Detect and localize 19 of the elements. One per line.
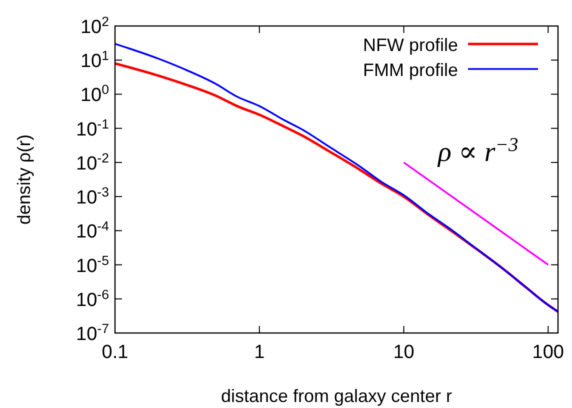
x-axis-title: distance from galaxy center r	[220, 386, 452, 406]
x-tick-label: 1	[254, 342, 265, 363]
y-tick-label: 10$^{-6}$	[76, 286, 109, 311]
annotation: ρ ∝ r$^{−3}$	[437, 134, 519, 168]
x-tick-label: 100	[532, 342, 564, 363]
y-tick-label: 10$^{0}$	[80, 82, 109, 106]
y-tick-label: 10$^{-2}$	[76, 150, 109, 174]
y-axis-title: density ρ(r)	[14, 134, 34, 225]
y-tick-label: 10$^{2}$	[80, 14, 109, 38]
legend-label: FMM profile	[362, 60, 458, 80]
y-tick-label: 10$^{1}$	[80, 48, 109, 72]
x-tick-label: 0.1	[102, 342, 128, 363]
y-tick-label: 10$^{-4}$	[76, 218, 109, 243]
y-tick-label: 10$^{-1}$	[76, 116, 109, 140]
legend-label: NFW profile	[362, 35, 458, 55]
x-tick-label: 10	[393, 342, 414, 363]
y-tick-label: 10$^{-5}$	[76, 252, 109, 277]
y-tick-label: 10$^{-3}$	[76, 184, 109, 209]
y-tick-label: 10$^{-7}$	[76, 320, 109, 345]
